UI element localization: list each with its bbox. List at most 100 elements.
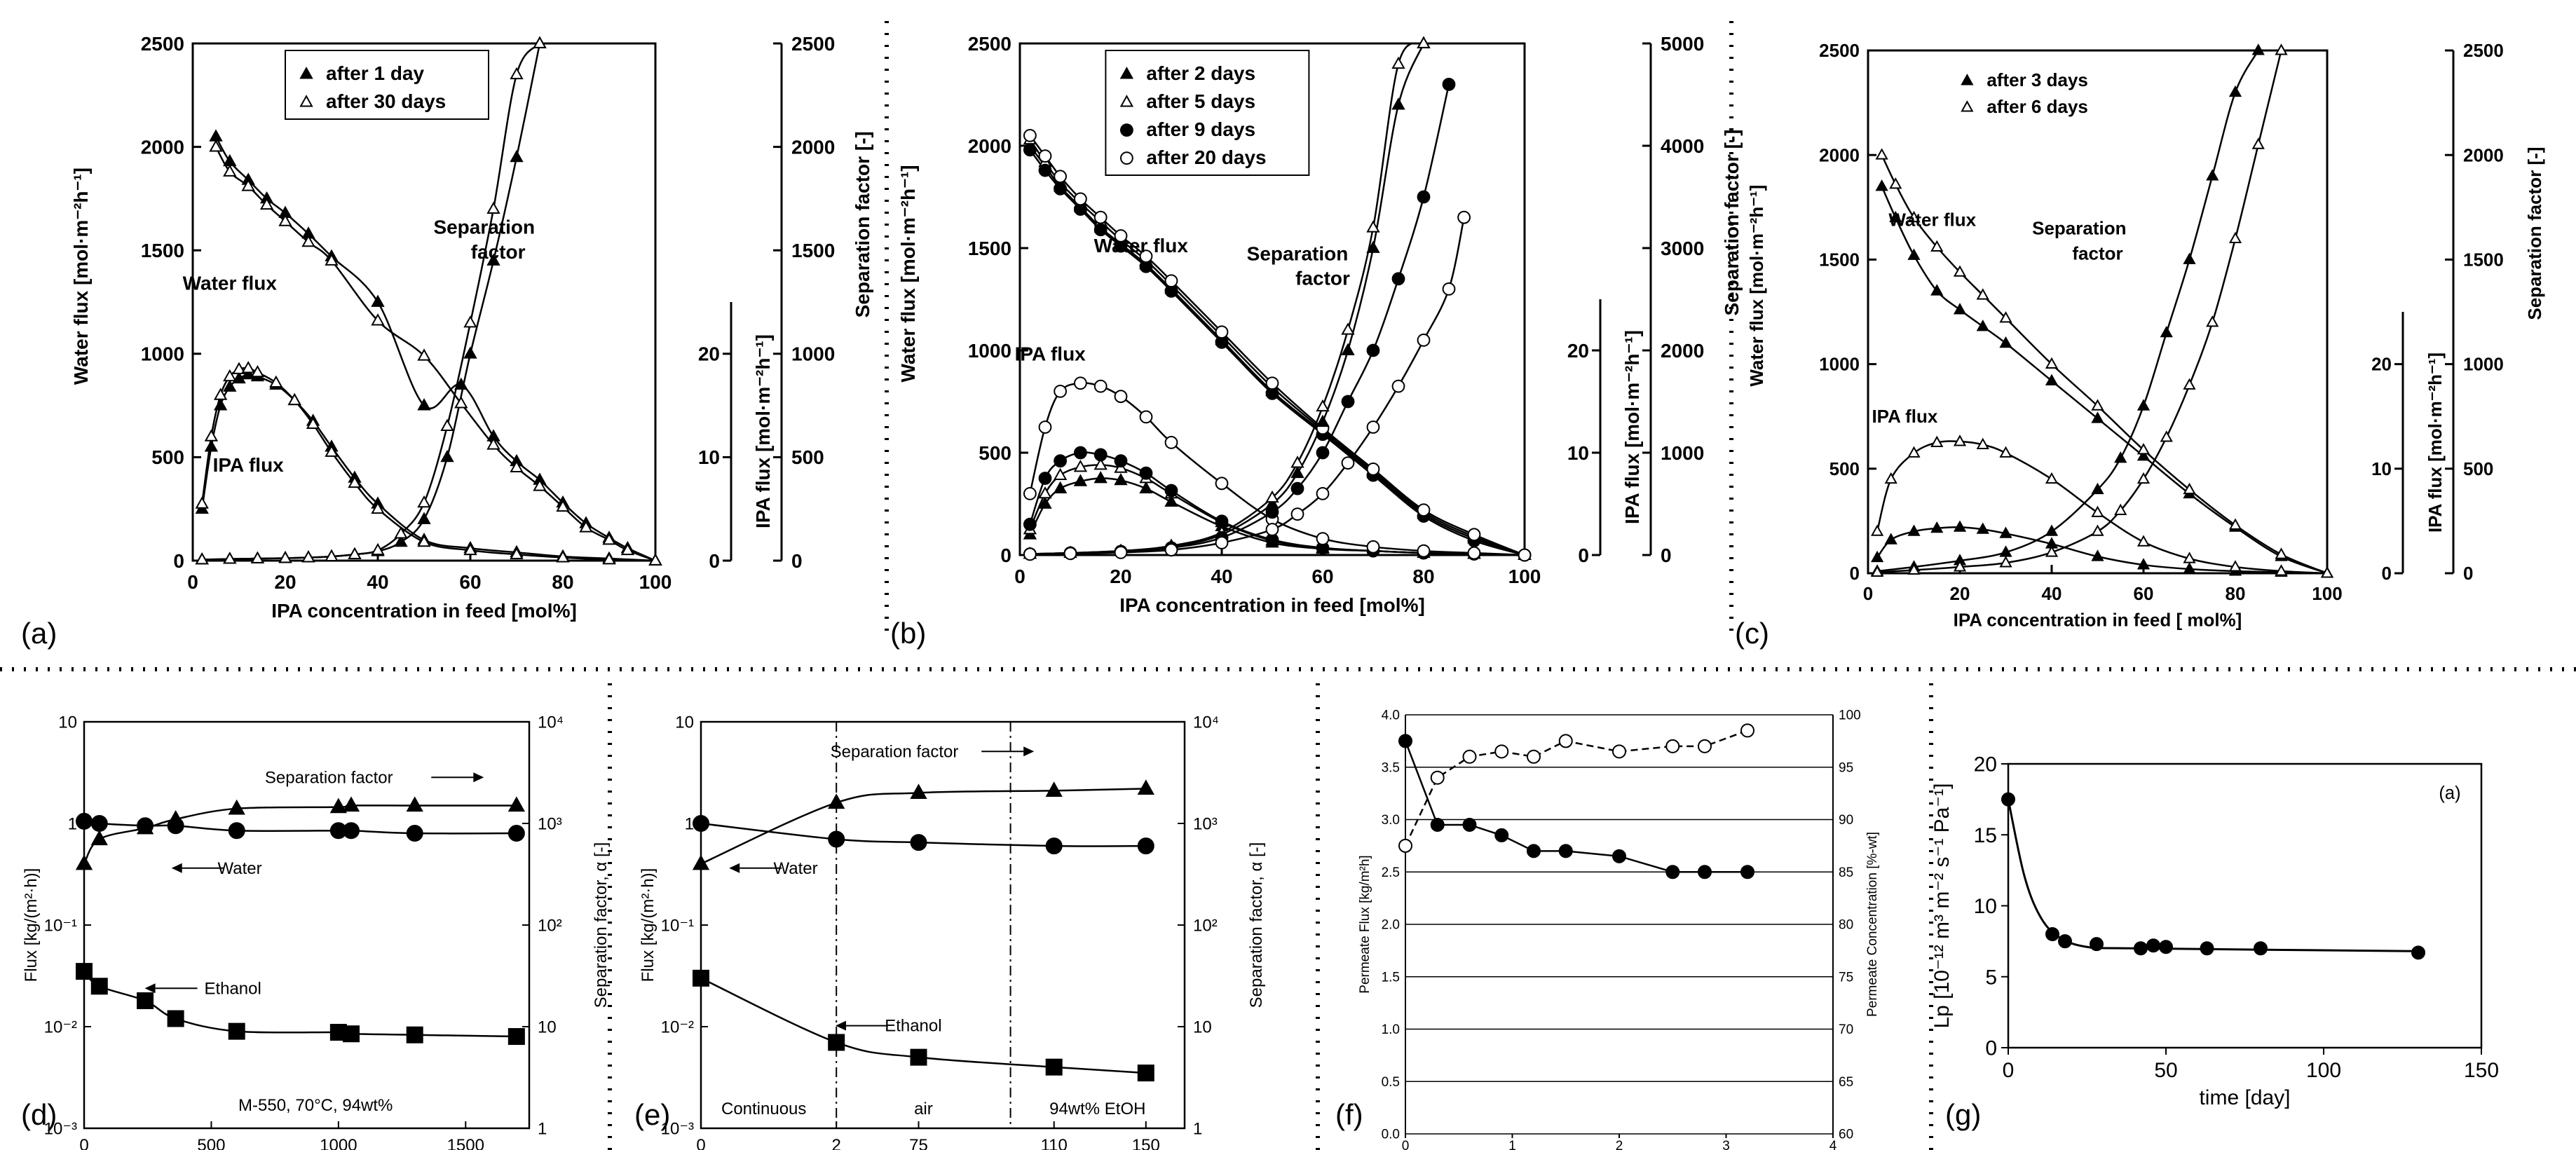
- annotation: Water flux: [1094, 235, 1189, 256]
- annotation-conditions: M-550, 70°C, 94wt%: [238, 1096, 393, 1115]
- legend-marker: [1961, 74, 1974, 85]
- series-line: [1876, 440, 2327, 575]
- y-axis-label-ipa: IPA flux [mol·m⁻²h⁻¹]: [2425, 352, 2446, 533]
- data-point: [371, 313, 385, 326]
- series-group: [1876, 50, 2327, 575]
- data-point: [1137, 1065, 1154, 1082]
- x-tick-label: 1000: [320, 1136, 357, 1150]
- series-line: [1029, 451, 1525, 556]
- data-point: [1341, 322, 1355, 335]
- y-axis-label: Lp [10⁻¹² m³ m⁻² s⁻¹ Pa⁻¹]: [1930, 783, 1954, 1028]
- data-point: [1976, 437, 1989, 449]
- data-point: [1953, 560, 1967, 572]
- legend-label: after 5 days: [1146, 90, 1255, 112]
- plot-frame: [700, 720, 1186, 1130]
- data-point: [204, 429, 219, 441]
- x-tick-label: 0: [79, 1136, 88, 1150]
- data-point: [1045, 1058, 1063, 1076]
- legend-label: after 3 days: [1986, 69, 2088, 90]
- panel-label-g: (g): [1945, 1098, 1981, 1131]
- y-tick-label-left: 2500: [968, 33, 1011, 55]
- data-point: [1290, 507, 1304, 521]
- data-point: [2200, 941, 2214, 956]
- data-point: [693, 815, 709, 832]
- data-point: [1999, 311, 2012, 323]
- legend-label: after 30 days: [326, 90, 446, 112]
- arrow-head: [1023, 746, 1035, 757]
- series-line: [1029, 382, 1525, 556]
- y-axis-label-left: Water flux [mol·m⁻²h⁻¹]: [897, 165, 919, 382]
- data-point: [602, 552, 616, 565]
- arrow-head: [729, 863, 740, 873]
- data-point: [1907, 210, 1921, 223]
- y-tick-label-ipa: 0: [1578, 545, 1589, 566]
- data-point: [1038, 496, 1052, 509]
- data-point: [394, 526, 408, 539]
- series-line: [202, 43, 541, 561]
- data-point: [1527, 844, 1541, 858]
- legend-label: after 20 days: [1146, 146, 1266, 168]
- data-point: [2251, 137, 2265, 149]
- data-point: [2183, 252, 2196, 264]
- y-tick-label-sep: 4000: [1661, 135, 1704, 157]
- x-tick-label: 110: [1041, 1136, 1068, 1150]
- data-point: [1265, 490, 1279, 503]
- data-point: [1316, 532, 1330, 546]
- data-point: [417, 495, 431, 508]
- data-point: [1527, 749, 1541, 764]
- data-point: [579, 520, 593, 533]
- x-axis-label: IPA concentration in feed [ mol%]: [1954, 609, 2242, 630]
- y-tick-label-left: 2000: [1819, 144, 1860, 165]
- data-point: [137, 817, 154, 835]
- y-tick-label-left: 2500: [141, 33, 184, 55]
- data-point: [1063, 547, 1077, 561]
- y-axis-label-left: Water flux [mol·m⁻²h⁻¹]: [1746, 185, 1767, 387]
- y-tick-label-sep: 5000: [1661, 33, 1704, 55]
- data-point: [232, 362, 246, 374]
- y-tick-label-sep: 1500: [791, 240, 835, 261]
- data-point: [1930, 284, 1944, 296]
- data-point: [1139, 466, 1153, 480]
- annotation: factor: [2072, 242, 2122, 263]
- y-tick-label-right: 75: [1839, 970, 1853, 985]
- data-point: [1093, 223, 1108, 237]
- data-point: [406, 825, 423, 842]
- y-tick-label-sep: 3000: [1661, 238, 1704, 259]
- y-tick-label-right: 10²: [538, 916, 562, 935]
- data-point: [2137, 558, 2151, 570]
- x-tick-label: 150: [1132, 1136, 1160, 1150]
- data-point: [2228, 85, 2242, 97]
- y-axis-label-sep: Separation factor [-]: [1721, 129, 1743, 315]
- data-point: [1612, 849, 1626, 863]
- x-tick-label: 500: [197, 1136, 225, 1150]
- y-tick-label-ipa: 20: [2371, 354, 2392, 375]
- y-tick-label-left: 1500: [968, 238, 1011, 259]
- data-point: [2228, 560, 2242, 572]
- data-point: [486, 253, 500, 266]
- data-point: [1316, 414, 1330, 427]
- data-point: [1467, 546, 1481, 560]
- data-point: [2137, 399, 2151, 411]
- data-point: [1494, 828, 1509, 842]
- data-point: [2091, 549, 2104, 561]
- x-tick-label: 40: [367, 571, 388, 593]
- annotation-separation-factor: Separation factor: [265, 768, 393, 787]
- y-tick-label-left: 500: [979, 442, 1011, 464]
- data-point: [2275, 43, 2288, 55]
- data-point: [1442, 78, 1456, 91]
- data-point: [204, 439, 219, 452]
- data-point: [1023, 517, 1037, 531]
- legend-box: [1105, 50, 1310, 176]
- y-tick-label-sep: 1500: [2463, 249, 2504, 271]
- series-group: [200, 43, 655, 562]
- data-point: [2160, 430, 2173, 442]
- x-tick-label: 80: [1412, 566, 1434, 587]
- data-point: [371, 542, 385, 556]
- data-point: [1341, 343, 1355, 355]
- data-point: [1164, 436, 1178, 449]
- data-point: [1045, 781, 1063, 797]
- data-point: [1023, 547, 1037, 561]
- data-point: [76, 963, 93, 980]
- data-point: [1366, 220, 1380, 233]
- data-point: [1417, 544, 1431, 558]
